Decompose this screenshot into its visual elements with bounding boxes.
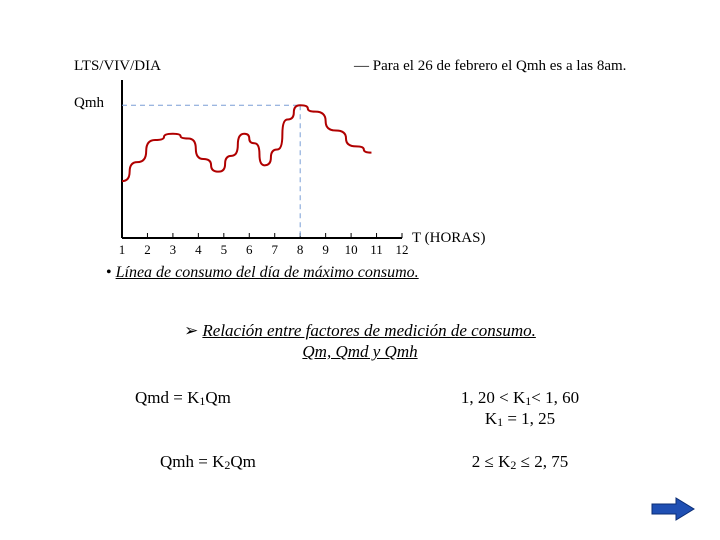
x-tick-label: 3 — [170, 242, 177, 258]
f1-esub: 1 — [497, 415, 503, 429]
arrow-right-icon — [650, 496, 696, 522]
f1-bound-l: 1, 20 < K — [461, 388, 525, 407]
formula-qmh: Qmh = K2Qm — [160, 452, 256, 473]
y-axis-title: LTS/VIV/DIA — [74, 58, 161, 75]
f1-lhs: Qmd = K — [135, 388, 199, 407]
chart-note: — Para el 26 de febrero el Qmh es a las … — [354, 58, 626, 75]
f2-bound-l: 2 ≤ K — [472, 452, 511, 471]
caption-text: Línea de consumo del día de máximo consu… — [116, 264, 419, 281]
note-prefix: — — [354, 58, 369, 74]
x-tick-label: 5 — [221, 242, 228, 258]
f1-eq-r: = 1, 25 — [507, 409, 555, 428]
formula-k2-range: 2 ≤ K2 ≤ 2, 75 — [420, 452, 620, 473]
x-tick-label: 10 — [345, 242, 358, 258]
formula-k1-range: 1, 20 < K1< 1, 60 K1 = 1, 25 — [420, 388, 620, 430]
x-tick-label: 7 — [271, 242, 278, 258]
chart-svg — [108, 80, 418, 250]
heading-line1: Relación entre factores de medición de c… — [202, 321, 535, 340]
x-tick-label: 8 — [297, 242, 304, 258]
x-tick-label: 9 — [322, 242, 329, 258]
section-heading: ➢Relación entre factores de medición de … — [0, 320, 720, 363]
note-text: Para el 26 de febrero el Qmh es a las 8a… — [373, 58, 627, 74]
f1-eq-l: K — [485, 409, 497, 428]
x-tick-label: 2 — [144, 242, 151, 258]
heading-marker-icon: ➢ — [184, 320, 198, 341]
f2-lhs: Qmh = K — [160, 452, 224, 471]
caption-bullet: • — [106, 264, 112, 281]
consumption-chart: 123456789101112 — [108, 80, 418, 250]
x-tick-label: 12 — [396, 242, 409, 258]
x-tick-label: 1 — [119, 242, 126, 258]
f2-bound-r: ≤ 2, 75 — [521, 452, 569, 471]
qmh-label: Qmh — [74, 95, 104, 112]
f2-rhs: Qm — [230, 452, 256, 471]
x-tick-label: 11 — [370, 242, 383, 258]
heading-line2: Qm, Qmd y Qmh — [302, 342, 417, 361]
formula-qmd: Qmd = K1Qm — [135, 388, 231, 409]
f1-rhs: Qm — [205, 388, 231, 407]
f1-bound-r: < 1, 60 — [531, 388, 579, 407]
chart-caption: • Línea de consumo del día de máximo con… — [106, 264, 419, 282]
x-tick-label: 6 — [246, 242, 253, 258]
next-button[interactable] — [650, 496, 696, 522]
x-tick-label: 4 — [195, 242, 202, 258]
x-axis-title: T (HORAS) — [412, 230, 485, 247]
f2-bsub: 2 — [510, 458, 516, 472]
